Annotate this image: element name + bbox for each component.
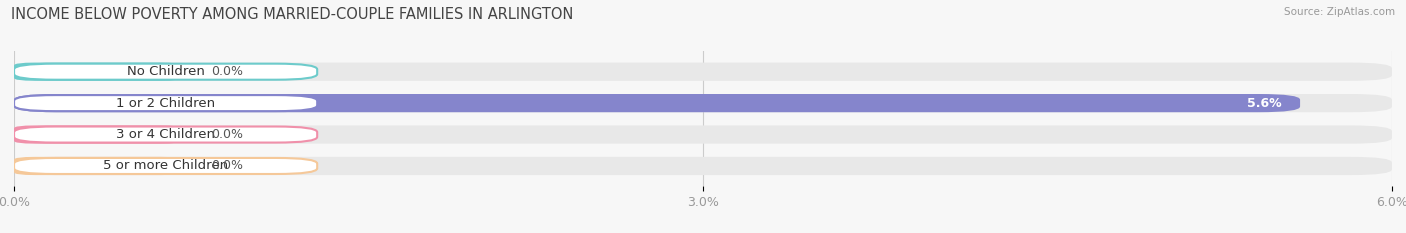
Text: 0.0%: 0.0%	[211, 128, 243, 141]
Text: 0.0%: 0.0%	[211, 159, 243, 172]
FancyBboxPatch shape	[14, 157, 181, 175]
FancyBboxPatch shape	[14, 94, 1301, 112]
FancyBboxPatch shape	[14, 125, 1392, 144]
FancyBboxPatch shape	[14, 64, 318, 80]
FancyBboxPatch shape	[14, 158, 318, 174]
Text: 5.6%: 5.6%	[1247, 97, 1282, 110]
Text: Source: ZipAtlas.com: Source: ZipAtlas.com	[1284, 7, 1395, 17]
FancyBboxPatch shape	[14, 94, 1392, 112]
Text: 5 or more Children: 5 or more Children	[103, 159, 228, 172]
FancyBboxPatch shape	[14, 125, 181, 144]
Text: 0.0%: 0.0%	[211, 65, 243, 78]
FancyBboxPatch shape	[14, 127, 318, 143]
Text: 3 or 4 Children: 3 or 4 Children	[117, 128, 215, 141]
Text: INCOME BELOW POVERTY AMONG MARRIED-COUPLE FAMILIES IN ARLINGTON: INCOME BELOW POVERTY AMONG MARRIED-COUPL…	[11, 7, 574, 22]
FancyBboxPatch shape	[14, 63, 1392, 81]
FancyBboxPatch shape	[14, 63, 181, 81]
FancyBboxPatch shape	[14, 95, 318, 111]
Text: No Children: No Children	[127, 65, 204, 78]
FancyBboxPatch shape	[14, 157, 1392, 175]
Text: 1 or 2 Children: 1 or 2 Children	[117, 97, 215, 110]
